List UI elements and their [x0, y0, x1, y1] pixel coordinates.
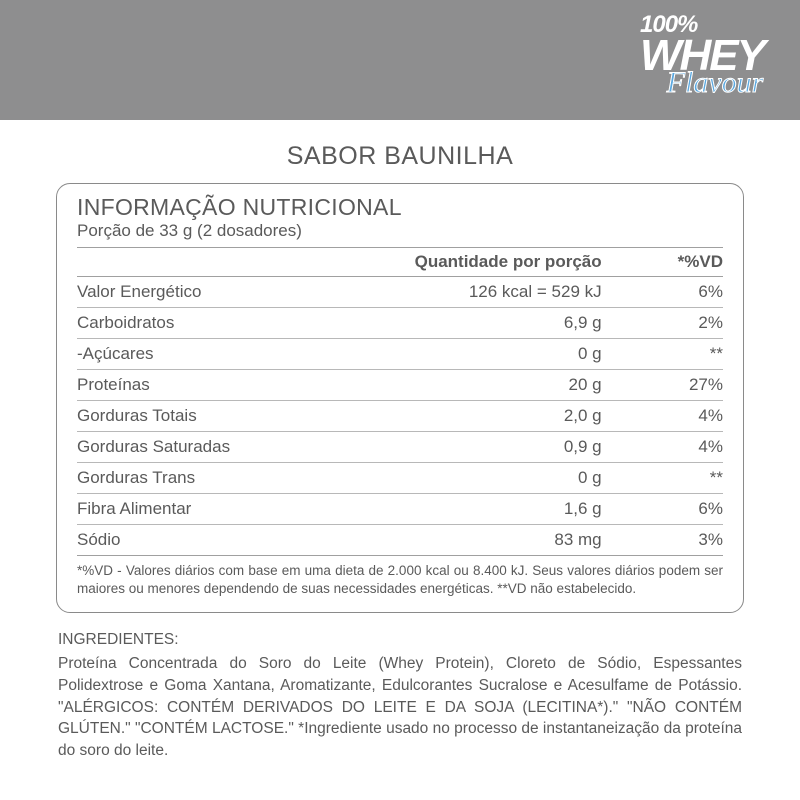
ingredients-block: INGREDIENTES: Proteína Concentrada do So…	[56, 629, 744, 761]
portion-text: Porção de 33 g (2 dosadores)	[77, 221, 723, 241]
ingredients-text: Proteína Concentrada do Soro do Leite (W…	[58, 655, 742, 759]
table-row: Gorduras Totais2,0 g4%	[77, 401, 723, 432]
nutrition-title: INFORMAÇÃO NUTRICIONAL	[77, 194, 723, 221]
nutrient-qty: 20 g	[374, 370, 619, 401]
nutrient-qty: 6,9 g	[374, 308, 619, 339]
nutrient-vd: **	[620, 339, 723, 370]
nutrient-name: Sódio	[77, 525, 374, 556]
nutrient-name: Gorduras Trans	[77, 463, 374, 494]
nutrient-vd: 27%	[620, 370, 723, 401]
nutrient-name: Fibra Alimentar	[77, 494, 374, 525]
nutrient-vd: 4%	[620, 432, 723, 463]
col-header-qty: Quantidade por porção	[374, 248, 619, 277]
nutrient-qty: 0,9 g	[374, 432, 619, 463]
nutrient-vd: 4%	[620, 401, 723, 432]
table-row: Fibra Alimentar1,6 g6%	[77, 494, 723, 525]
table-row: Gorduras Saturadas0,9 g4%	[77, 432, 723, 463]
logo-line-3: Flavour	[666, 71, 764, 95]
nutrient-name: Valor Energético	[77, 277, 374, 308]
nutrient-qty: 83 mg	[374, 525, 619, 556]
nutrient-qty: 126 kcal = 529 kJ	[374, 277, 619, 308]
table-row: Sódio83 mg3%	[77, 525, 723, 556]
table-row: Valor Energético126 kcal = 529 kJ6%	[77, 277, 723, 308]
flavor-title: SABOR BAUNILHA	[56, 142, 744, 171]
table-row: -Açúcares0 g**	[77, 339, 723, 370]
table-row: Gorduras Trans0 g**	[77, 463, 723, 494]
col-header-empty	[77, 248, 374, 277]
ingredients-label: INGREDIENTES:	[58, 629, 742, 651]
nutrient-vd: 6%	[620, 494, 723, 525]
nutrient-vd: 3%	[620, 525, 723, 556]
nutrient-qty: 0 g	[374, 339, 619, 370]
col-header-vd: *%VD	[620, 248, 723, 277]
nutrition-footnote: *%VD - Valores diários com base em uma d…	[77, 562, 723, 598]
header-band: 100% WHEY Flavour	[0, 0, 800, 120]
nutrient-vd: 2%	[620, 308, 723, 339]
nutrient-name: Carboidratos	[77, 308, 374, 339]
nutrient-vd: 6%	[620, 277, 723, 308]
nutrient-name: Gorduras Totais	[77, 401, 374, 432]
nutrient-qty: 2,0 g	[374, 401, 619, 432]
table-row: Proteínas20 g27%	[77, 370, 723, 401]
brand-logo: 100% WHEY Flavour	[640, 14, 764, 95]
table-row: Carboidratos6,9 g2%	[77, 308, 723, 339]
nutrition-table: Quantidade por porção *%VD Valor Energét…	[77, 247, 723, 556]
nutrient-qty: 1,6 g	[374, 494, 619, 525]
nutrient-vd: **	[620, 463, 723, 494]
nutrient-name: Gorduras Saturadas	[77, 432, 374, 463]
nutrition-box: INFORMAÇÃO NUTRICIONAL Porção de 33 g (2…	[56, 183, 744, 613]
nutrient-qty: 0 g	[374, 463, 619, 494]
content: SABOR BAUNILHA INFORMAÇÃO NUTRICIONAL Po…	[0, 120, 800, 762]
nutrient-name: Proteínas	[77, 370, 374, 401]
nutrient-name: -Açúcares	[77, 339, 374, 370]
